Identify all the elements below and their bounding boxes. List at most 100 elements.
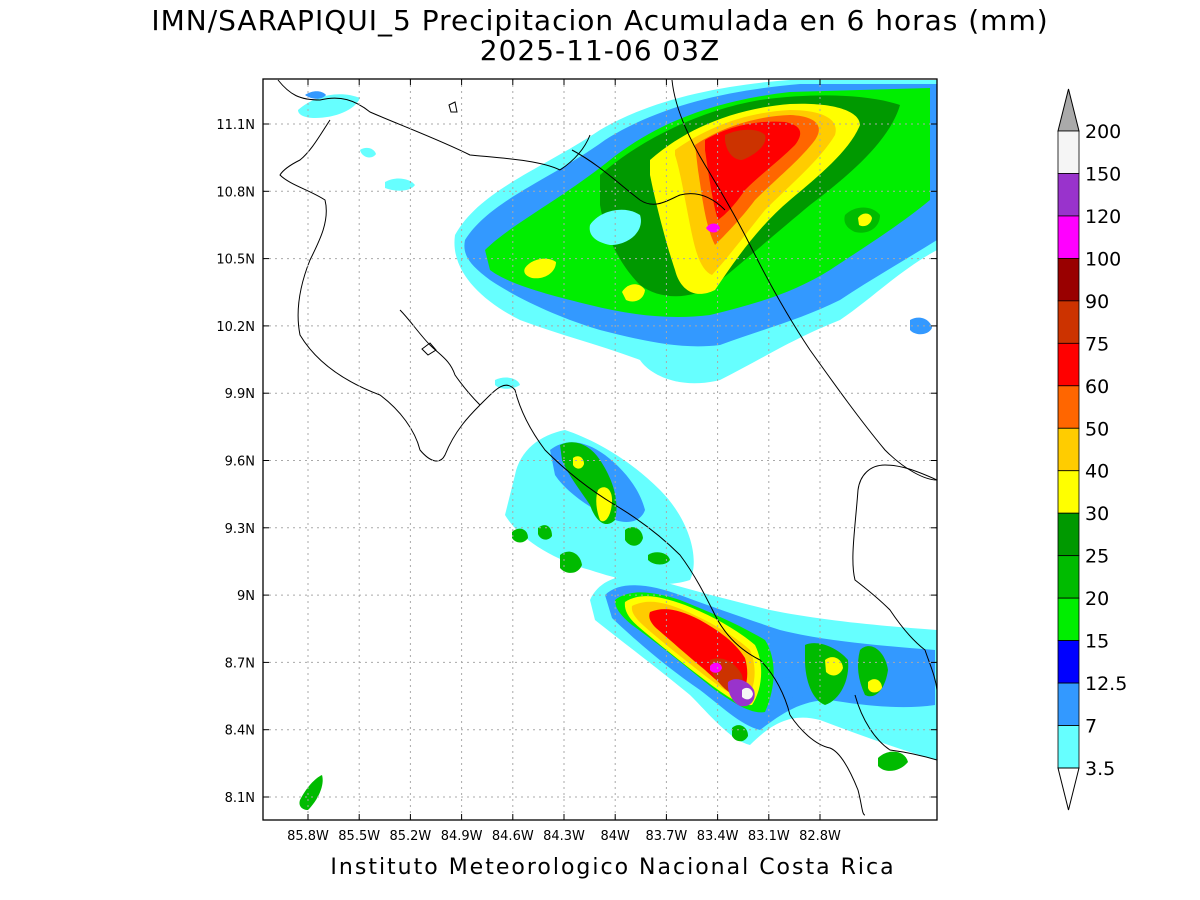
- lon-tick-label: 84.6W: [492, 829, 534, 844]
- colorbar-level-label: 25: [1085, 546, 1109, 568]
- colorbar-swatch: [1057, 640, 1080, 684]
- lon-tick-label: 84W: [600, 829, 630, 844]
- precip-area-north-magenta: [706, 223, 720, 233]
- precip-cell-c2: [625, 527, 643, 546]
- precip-cell-e: [910, 317, 932, 335]
- longitude-axis: 85.8W 85.5W 85.2W 84.9W 84.6W 84.3W 84W 83.7W 83…: [287, 79, 841, 844]
- border-panama: [852, 464, 937, 691]
- lon-tick-label: 85.2W: [389, 829, 431, 844]
- lon-tick-label: 84.3W: [543, 829, 585, 844]
- precip-cell-se1: [805, 643, 849, 705]
- precip-scatter-2: [360, 147, 376, 158]
- precip-scatter-1: [385, 178, 415, 191]
- precip-scatter-4: [305, 91, 326, 99]
- lon-tick-label: 83.7W: [645, 829, 687, 844]
- coastlines: [277, 79, 937, 816]
- lat-tick-label: 8.4N: [225, 724, 255, 739]
- colorbar-level-label: 90: [1085, 291, 1109, 313]
- precip-cell-c4: [512, 528, 528, 543]
- coastline-nicoya-west: [279, 119, 481, 462]
- map-title: IMN/SARAPIQUI_5 Precipitacion Acumulada …: [151, 4, 1049, 37]
- grid-lines: [263, 79, 937, 820]
- lon-tick-label: 83.1W: [748, 829, 790, 844]
- lat-tick-label: 11.1N: [216, 118, 255, 133]
- colorbar-level-label: 20: [1085, 588, 1109, 610]
- latitude-axis: 11.1N 10.8N 10.5N 10.2N 9.9N 9.6N 9.3N 9N 8.7N 8.…: [216, 118, 937, 806]
- precip-cell-se1-yellow: [825, 657, 843, 676]
- lat-tick-label: 9.6N: [225, 455, 255, 470]
- island-small-2: [421, 342, 437, 356]
- colorbar-level-label: 60: [1085, 376, 1109, 398]
- lon-tick-label: 85.8W: [287, 829, 329, 844]
- colorbar-level-label: 7: [1085, 716, 1097, 738]
- colorbar-swatch: [1057, 682, 1080, 726]
- colorbar-swatch: [1057, 130, 1080, 174]
- colorbar-swatch: [1057, 512, 1080, 557]
- colorbar-swatch: [1057, 257, 1080, 302]
- colorbar-swatch: [1057, 173, 1080, 217]
- colorbar-level-label: 50: [1085, 418, 1109, 440]
- lon-tick-label: 82.8W: [799, 829, 841, 844]
- precip-area-north-west-yellow2: [622, 284, 645, 302]
- coastline-nicaragua-pacific: [277, 79, 561, 171]
- colorbar-level-label: 100: [1085, 248, 1121, 270]
- coastline-gulf-nicoya: [399, 309, 481, 406]
- colorbar-level-label: 15: [1085, 631, 1109, 653]
- lat-tick-label: 9N: [237, 589, 255, 604]
- map-frame: [262, 78, 938, 821]
- precip-cell-c1: [560, 551, 582, 573]
- colorbar-swatch: [1057, 215, 1080, 259]
- lon-tick-label: 85.5W: [338, 829, 380, 844]
- lon-tick-label: 83.4W: [697, 829, 739, 844]
- precip-cell-se2-yellow: [868, 679, 882, 693]
- precip-area-south-magenta: [710, 662, 722, 673]
- precip-cell-c5: [538, 525, 552, 540]
- lat-tick-label: 9.9N: [225, 387, 255, 402]
- colorbar-swatch: [1057, 427, 1080, 472]
- colorbar-swatch: [1057, 385, 1080, 429]
- precip-area-north-west-yellow: [524, 258, 556, 279]
- colorbar-top-arrow: [1057, 88, 1080, 132]
- credit-text: Instituto Meteorologico Nacional Costa R…: [330, 855, 896, 880]
- precip-scatter-5: [495, 377, 520, 389]
- lat-tick-label: 9.3N: [225, 522, 255, 537]
- precip-area-north-darkred: [725, 129, 766, 160]
- colorbar-level-label: 40: [1085, 461, 1109, 483]
- precip-hole-north: [589, 209, 641, 245]
- precip-scatter-3: [298, 94, 360, 118]
- colorbar-swatch: [1057, 470, 1080, 514]
- precip-cell-sw: [299, 775, 323, 810]
- precip-area-central-yellow2: [573, 456, 584, 469]
- colorbar-level-label: 12.5: [1085, 673, 1127, 695]
- coastline-osa: [789, 714, 866, 816]
- precip-cell-ne-yellow: [858, 213, 872, 227]
- lat-tick-label: 8.1N: [225, 791, 255, 806]
- coastline-panama-south: [854, 694, 937, 761]
- island-small: [448, 101, 458, 113]
- colorbar-swatch: [1057, 342, 1080, 387]
- colorbar: 200 150 120 100 90 75 60 50 40 30 25 20 15 12.5 7 3.5: [1057, 88, 1127, 811]
- coastline-caribbean: [671, 79, 937, 481]
- lat-tick-label: 8.7N: [225, 656, 255, 671]
- colorbar-level-label: 30: [1085, 503, 1109, 525]
- colorbar-level-label: 150: [1085, 163, 1121, 185]
- colorbar-swatch: [1057, 555, 1080, 599]
- colorbar-swatch: [1057, 597, 1080, 642]
- precip-area-south-purple: [727, 679, 755, 707]
- colorbar-swatch: [1057, 300, 1080, 344]
- lon-tick-label: 84.9W: [441, 829, 483, 844]
- colorbar-level-label: 200: [1085, 121, 1121, 143]
- colorbar-level-label: 120: [1085, 206, 1121, 228]
- border-north: [571, 149, 726, 211]
- map-datetime: 2025-11-06 03Z: [479, 34, 721, 67]
- colorbar-level-label: 3.5: [1085, 758, 1115, 780]
- precip-area-south-white: [742, 687, 753, 700]
- precipitation-field: [298, 80, 937, 810]
- precip-cell-se5: [780, 677, 798, 699]
- colorbar-swatch: [1057, 725, 1080, 769]
- lat-tick-label: 10.8N: [216, 185, 255, 200]
- precip-cell-se3: [878, 751, 908, 771]
- lat-tick-label: 10.2N: [216, 320, 255, 335]
- colorbar-level-label: 75: [1085, 333, 1109, 355]
